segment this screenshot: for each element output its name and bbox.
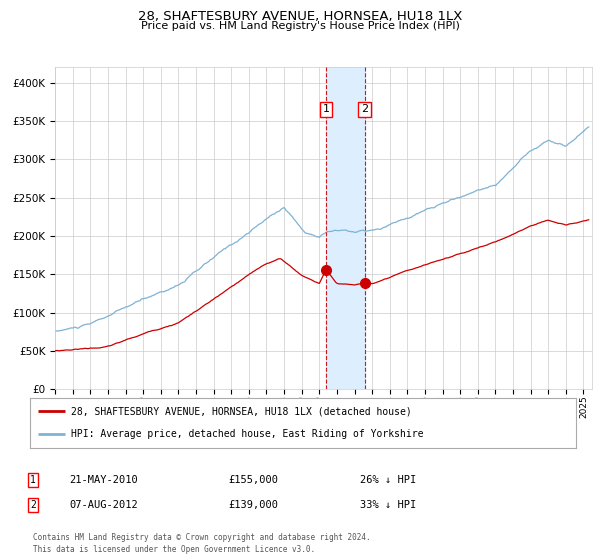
- Text: 07-AUG-2012: 07-AUG-2012: [69, 500, 138, 510]
- Text: 21-MAY-2010: 21-MAY-2010: [69, 475, 138, 485]
- Text: 1: 1: [30, 475, 36, 485]
- Text: This data is licensed under the Open Government Licence v3.0.: This data is licensed under the Open Gov…: [33, 544, 315, 553]
- Text: 28, SHAFTESBURY AVENUE, HORNSEA, HU18 1LX: 28, SHAFTESBURY AVENUE, HORNSEA, HU18 1L…: [138, 10, 462, 23]
- Text: £139,000: £139,000: [228, 500, 278, 510]
- Text: 2: 2: [30, 500, 36, 510]
- Text: 28, SHAFTESBURY AVENUE, HORNSEA, HU18 1LX (detached house): 28, SHAFTESBURY AVENUE, HORNSEA, HU18 1L…: [71, 406, 412, 416]
- Text: £155,000: £155,000: [228, 475, 278, 485]
- Text: 2: 2: [361, 104, 368, 114]
- Text: 33% ↓ HPI: 33% ↓ HPI: [360, 500, 416, 510]
- Text: 26% ↓ HPI: 26% ↓ HPI: [360, 475, 416, 485]
- Text: Price paid vs. HM Land Registry's House Price Index (HPI): Price paid vs. HM Land Registry's House …: [140, 21, 460, 31]
- Text: 1: 1: [323, 104, 329, 114]
- Text: Contains HM Land Registry data © Crown copyright and database right 2024.: Contains HM Land Registry data © Crown c…: [33, 533, 371, 542]
- Bar: [326, 67, 365, 389]
- Text: HPI: Average price, detached house, East Riding of Yorkshire: HPI: Average price, detached house, East…: [71, 430, 424, 440]
